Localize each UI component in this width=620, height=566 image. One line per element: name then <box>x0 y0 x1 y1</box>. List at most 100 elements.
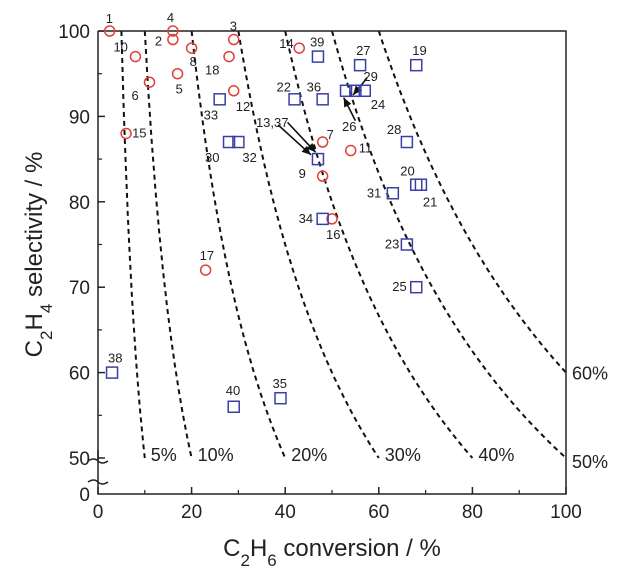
data-point-circle <box>167 33 179 46</box>
y-axis-title: C2H4 selectivity / % <box>21 152 56 358</box>
axes: 0 50 60 70 80 90 100 0 20 40 60 80 100 <box>58 22 582 523</box>
annotation-arrows <box>277 77 368 156</box>
point-label: 14 <box>279 36 293 51</box>
y-tick-label: 0 <box>79 485 90 506</box>
iso-yield-label: 5% <box>151 445 177 465</box>
point-label: 39 <box>310 35 324 50</box>
point-label: 34 <box>299 211 313 226</box>
point-label: 20 <box>400 164 414 179</box>
point-label: 32 <box>242 150 256 165</box>
iso-yield-label: 50% <box>572 452 608 472</box>
x-axis-title: C2H6 conversion / % <box>223 535 441 566</box>
point-label: 15 <box>132 125 146 140</box>
data-point-square <box>349 84 362 98</box>
arrow-head <box>343 97 352 108</box>
point-label: 38 <box>108 351 122 366</box>
x-tick-label: 40 <box>275 502 296 523</box>
y-tick-label: 60 <box>69 364 90 385</box>
point-label: 18 <box>205 63 219 78</box>
data-point-circle <box>227 85 240 97</box>
data-point-square <box>222 135 236 149</box>
point-label: 17 <box>200 248 214 263</box>
point-label: 33 <box>204 107 218 122</box>
point-label: 6 <box>131 88 138 103</box>
data-point-circle <box>344 144 357 157</box>
iso-yield-curve <box>377 30 567 374</box>
iso-yield-label: 10% <box>198 445 234 465</box>
iso-yield-curve <box>120 30 146 459</box>
point-label: 25 <box>392 279 406 294</box>
data-point-circle <box>185 42 198 54</box>
point-label: 28 <box>387 122 401 137</box>
data-point-circle <box>120 127 132 140</box>
data-point-square <box>339 84 353 98</box>
data-point-square <box>227 400 240 414</box>
point-label: 4 <box>167 10 174 25</box>
data-point-circle <box>223 50 235 63</box>
iso-yield-label: 40% <box>478 445 514 465</box>
iso-yield-label: 30% <box>385 445 421 465</box>
data-point-circle <box>103 25 116 37</box>
iso-yield-label: 60% <box>572 364 608 384</box>
data-point-square <box>316 93 329 106</box>
iso-yield-curve <box>237 30 380 459</box>
point-label: 22 <box>277 79 291 94</box>
point-label: 21 <box>423 195 437 210</box>
data-point-square <box>213 93 226 106</box>
y-tick-label: 70 <box>69 278 90 299</box>
data-point-square <box>409 58 423 72</box>
point-label: 2 <box>155 34 162 49</box>
data-point-square <box>311 152 325 166</box>
point-label: 12 <box>236 99 250 114</box>
point-label: 24 <box>371 97 385 112</box>
data-point-circle <box>167 25 179 37</box>
point-label: 10 <box>113 40 127 55</box>
point-label: 3 <box>230 19 237 34</box>
iso-yield-label: 20% <box>291 445 327 465</box>
point-label: 9 <box>299 166 306 181</box>
arrow-head <box>353 85 362 96</box>
data-points <box>103 25 428 414</box>
data-point-circle <box>171 67 184 80</box>
data-point-square <box>400 135 414 149</box>
data-point-circle <box>129 50 142 63</box>
data-point-square <box>274 391 287 405</box>
iso-yield-curve <box>143 30 193 459</box>
x-tick-label: 0 <box>93 502 104 523</box>
y-axis-break <box>87 458 109 464</box>
data-point-square <box>358 84 372 98</box>
point-label: 40 <box>226 383 240 398</box>
data-point-circle <box>326 213 338 225</box>
data-point-square <box>414 178 428 191</box>
arrow-head <box>301 145 311 155</box>
y-axis-break-lower <box>87 479 109 485</box>
point-label: 31 <box>367 185 381 200</box>
point-label: 11 <box>359 141 373 156</box>
point-label: 7 <box>327 127 334 142</box>
data-point-square <box>386 187 400 200</box>
x-tick-label: 80 <box>462 502 483 523</box>
data-point-square <box>409 178 423 191</box>
point-label: 36 <box>307 79 321 94</box>
data-point-square <box>353 58 367 72</box>
y-tick-label: 90 <box>69 107 90 128</box>
point-label: 35 <box>273 376 287 391</box>
data-point-square <box>288 93 301 106</box>
y-tick-label: 50 <box>69 449 90 470</box>
data-point-square <box>105 366 119 379</box>
plot-frame <box>97 30 567 495</box>
data-point-square <box>311 50 325 63</box>
data-point-square <box>409 280 423 294</box>
y-tick-label: 80 <box>69 193 90 214</box>
iso-yield-curve <box>190 30 287 459</box>
point-label: 8 <box>190 54 197 69</box>
point-label: 19 <box>412 43 426 58</box>
point-label: 27 <box>356 43 370 58</box>
point-label: 13,37 <box>256 115 289 130</box>
x-tick-label: 100 <box>550 502 582 523</box>
iso-yield-curve <box>284 30 474 459</box>
point-label: 29 <box>363 69 377 84</box>
iso-yield-curve <box>331 30 567 459</box>
data-point-circle <box>199 264 212 276</box>
y-tick-label: 100 <box>58 22 90 43</box>
